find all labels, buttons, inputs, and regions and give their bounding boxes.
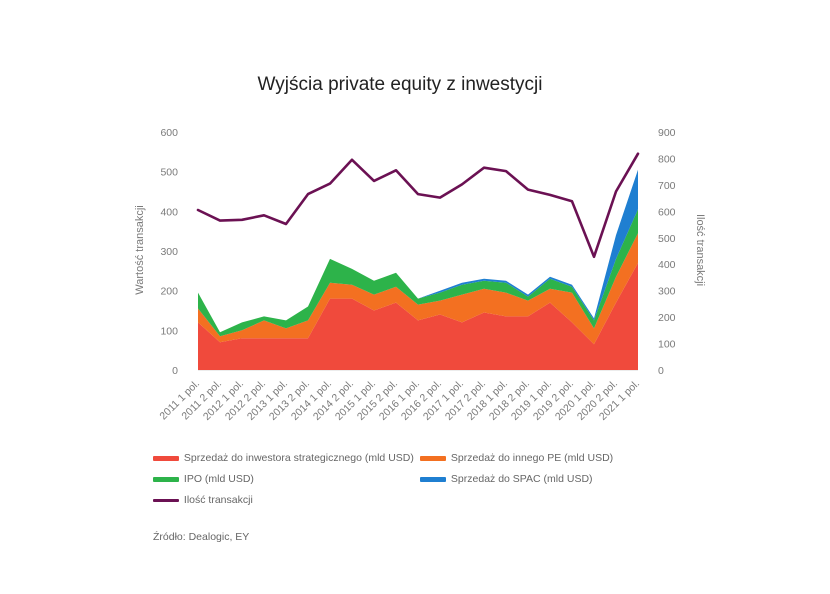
y-tick-label: 300 bbox=[160, 246, 178, 258]
area-series-0 bbox=[198, 262, 638, 370]
y2-tick-label: 100 bbox=[658, 339, 676, 351]
y2-tick-label: 0 bbox=[658, 365, 664, 377]
chart-canvas: 0 100 200 300 400 500 600 0 100 200 300 400 500 600 7… bbox=[134, 127, 706, 423]
legend-item-spac: Sprzedaż do SPAC (mld USD) bbox=[420, 473, 593, 485]
legend-label: Sprzedaż do inwestora strategicznego (ml… bbox=[183, 452, 414, 464]
left-axis-ticks: 0 100 200 300 400 500 600 bbox=[160, 127, 178, 377]
area-series-group bbox=[198, 169, 638, 370]
y2-tick-label: 700 bbox=[658, 180, 676, 192]
y2-tick-label: 500 bbox=[658, 233, 676, 245]
legend-label: Sprzedaż do innego PE (mld USD) bbox=[450, 452, 614, 464]
y-tick-label: 600 bbox=[160, 127, 178, 139]
legend-swatch-spac bbox=[420, 476, 446, 482]
y2-tick-label: 900 bbox=[658, 127, 676, 139]
legend-item-strategic: Sprzedaż do inwestora strategicznego (ml… bbox=[153, 452, 414, 464]
y2-tick-label: 600 bbox=[658, 206, 676, 218]
legend-label: Sprzedaż do SPAC (mld USD) bbox=[450, 473, 593, 485]
legend-swatch-other-pe bbox=[420, 455, 446, 461]
legend-item-ipo: IPO (mld USD) bbox=[153, 473, 254, 485]
y2-tick-label: 400 bbox=[658, 259, 676, 271]
area-series-2 bbox=[198, 209, 638, 337]
legend-label: IPO (mld USD) bbox=[183, 473, 254, 485]
legend-item-other-pe: Sprzedaż do innego PE (mld USD) bbox=[420, 452, 613, 464]
line-series-count bbox=[196, 152, 640, 259]
y2-axis-title: Ilość transakcji bbox=[694, 214, 706, 286]
legend-swatch-strategic bbox=[153, 455, 179, 461]
source-note: Źródło: Dealogic, EY bbox=[153, 531, 250, 543]
line-series-group bbox=[196, 152, 640, 259]
y2-tick-label: 300 bbox=[658, 286, 676, 298]
y-tick-label: 0 bbox=[172, 365, 178, 377]
x-axis-ticks: 2011 1 pol.2011 2 pol.2012 1 pol.2012 2 … bbox=[157, 378, 642, 423]
legend-swatch-count bbox=[153, 498, 179, 502]
legend-item-count: Ilość transakcji bbox=[153, 494, 253, 506]
chart-title: Wyjścia private equity z inwestycji bbox=[257, 74, 543, 95]
y-axis-title: Wartość transakcji bbox=[134, 205, 146, 294]
right-axis-ticks: 0 100 200 300 400 500 600 700 800 900 bbox=[658, 127, 676, 377]
legend-swatch-ipo bbox=[153, 476, 179, 482]
legend-label: Ilość transakcji bbox=[183, 494, 253, 506]
y-tick-label: 200 bbox=[160, 286, 178, 298]
y2-tick-label: 800 bbox=[658, 153, 676, 165]
y-tick-label: 100 bbox=[160, 325, 178, 337]
y2-tick-label: 200 bbox=[658, 312, 676, 324]
y-tick-label: 500 bbox=[160, 167, 178, 179]
y-tick-label: 400 bbox=[160, 206, 178, 218]
